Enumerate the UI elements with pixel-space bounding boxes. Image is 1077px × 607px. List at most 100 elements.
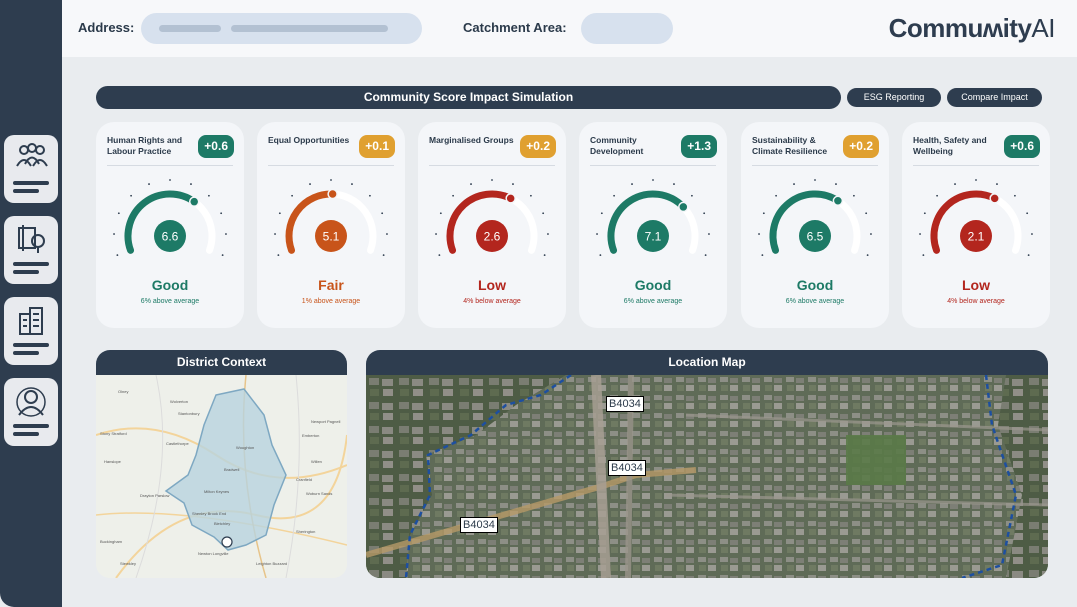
sidebar bbox=[0, 0, 62, 607]
svg-text:Leighton Buzzard: Leighton Buzzard bbox=[256, 561, 287, 566]
divider bbox=[107, 165, 233, 166]
gauge-tick bbox=[613, 194, 615, 197]
road-label: B4034 bbox=[608, 460, 646, 476]
svg-text:Willen: Willen bbox=[311, 459, 322, 464]
gauge-knob bbox=[505, 193, 516, 204]
svg-text:Sherington: Sherington bbox=[296, 529, 315, 534]
location-map-title: Location Map bbox=[366, 350, 1048, 375]
gauge-tick bbox=[291, 194, 293, 197]
svg-text:Stony Stratford: Stony Stratford bbox=[100, 431, 127, 436]
gauge-tick bbox=[673, 183, 675, 185]
svg-text:Wolverton: Wolverton bbox=[170, 399, 188, 404]
address-field[interactable] bbox=[141, 13, 422, 44]
score-card-title: Equal Opportunities bbox=[268, 135, 350, 145]
gauge-tick bbox=[775, 194, 777, 197]
gauge-tick bbox=[470, 183, 472, 185]
score-card-title: Community Development bbox=[590, 135, 644, 156]
gauge-tick bbox=[330, 179, 332, 181]
svg-text:Buckingham: Buckingham bbox=[100, 539, 123, 544]
gauge-score-value: 6.6 bbox=[162, 230, 179, 244]
gauge-tick bbox=[439, 212, 442, 215]
road-label: B4034 bbox=[460, 517, 498, 533]
gauge-tick bbox=[793, 183, 795, 185]
gauge-tick bbox=[547, 233, 549, 235]
gauge-score-circle bbox=[154, 220, 186, 252]
gauge-tick bbox=[438, 254, 441, 257]
gauge-tick bbox=[530, 194, 532, 197]
district-map[interactable]: Stantonbury Bradwell Willen Milton Keyne… bbox=[96, 375, 347, 578]
score-delta-badge: +0.2 bbox=[843, 135, 879, 158]
gauge-tick bbox=[309, 183, 311, 185]
divider bbox=[590, 165, 716, 166]
score-card-title: Health, Safety and Wellbeing bbox=[913, 135, 987, 156]
svg-text:Olney: Olney bbox=[118, 389, 128, 394]
score-delta-badge: +0.1 bbox=[359, 135, 395, 158]
score-card[interactable]: Community Development +1.3 7.1 Good 6% above… bbox=[579, 122, 727, 328]
location-satellite-map[interactable]: B4034 B4034 B4034 bbox=[366, 375, 1048, 578]
score-gauge: 6.6 bbox=[113, 179, 227, 257]
nav-item-people[interactable] bbox=[4, 378, 58, 446]
catchment-area-field[interactable] bbox=[581, 13, 673, 44]
gauge-tick bbox=[130, 194, 132, 197]
gauge-fill bbox=[769, 190, 842, 254]
gauge-tick bbox=[919, 233, 921, 235]
gauge-tick bbox=[452, 194, 454, 197]
svg-text:Milton Keynes: Milton Keynes bbox=[204, 489, 229, 494]
score-card[interactable]: Sustainability & Climate Resilience +0.2 6… bbox=[741, 122, 889, 328]
district-town-labels: Stantonbury Bradwell Willen Milton Keyne… bbox=[100, 389, 340, 566]
score-card[interactable]: Equal Opportunities +0.1 5.1 Fair 1% above a… bbox=[257, 122, 405, 328]
gauge-fill bbox=[124, 190, 198, 254]
score-card[interactable]: Health, Safety and Wellbeing +0.6 2.1 Low 4%… bbox=[902, 122, 1050, 328]
gauge-score-value: 7.1 bbox=[645, 230, 662, 244]
gauge-tick bbox=[221, 254, 224, 257]
gauge-tick bbox=[491, 179, 493, 181]
gauge-tick bbox=[923, 212, 926, 215]
svg-text:Castlethorpe: Castlethorpe bbox=[166, 441, 189, 446]
score-comparison-note: 6% above average bbox=[785, 298, 845, 305]
gauge-tick bbox=[600, 212, 603, 215]
gauge-tick bbox=[703, 212, 706, 215]
gauge-tick bbox=[922, 254, 925, 257]
gauge-tick bbox=[631, 183, 633, 185]
gauge-tick bbox=[853, 194, 855, 197]
score-delta-badge: +1.3 bbox=[681, 135, 717, 158]
score-gauge: 2.1 bbox=[919, 179, 1033, 257]
svg-text:Stantonbury: Stantonbury bbox=[178, 411, 200, 416]
nav-item-planning[interactable] bbox=[4, 216, 58, 284]
road-label: B4034 bbox=[606, 396, 644, 412]
gauge-tick bbox=[814, 179, 816, 181]
score-card[interactable]: Marginalised Groups +0.2 2.6 Low 4% below av… bbox=[418, 122, 566, 328]
nav-item-community[interactable] bbox=[4, 135, 58, 203]
community-ai-logo: CommuʍityAI bbox=[888, 13, 1056, 43]
gauge-tick bbox=[1027, 254, 1030, 257]
gauge-tick bbox=[762, 212, 765, 215]
gauge-tick bbox=[117, 212, 120, 215]
gauge-tick bbox=[708, 233, 710, 235]
score-comparison-note: 4% below average bbox=[463, 298, 521, 305]
compare-impact-button[interactable]: Compare Impact bbox=[947, 88, 1042, 107]
esg-reporting-button[interactable]: ESG Reporting bbox=[847, 88, 941, 107]
gauge-tick bbox=[435, 233, 437, 235]
gauge-knob bbox=[678, 201, 689, 213]
gauge-tick bbox=[382, 254, 385, 257]
score-gauge: 7.1 bbox=[596, 179, 710, 257]
score-card[interactable]: Human Rights and Labour Practice +0.6 6.6 G… bbox=[96, 122, 244, 328]
gauge-knob bbox=[989, 193, 1000, 204]
svg-text:Bradwell: Bradwell bbox=[224, 467, 239, 472]
svg-text:Drayton Parslow: Drayton Parslow bbox=[140, 493, 169, 498]
score-delta-badge: +0.6 bbox=[198, 135, 234, 158]
score-comparison-note: 1% above average bbox=[301, 298, 361, 305]
gauge-tick bbox=[543, 254, 546, 257]
gauge-tick bbox=[116, 254, 119, 257]
svg-text:Cranfield: Cranfield bbox=[296, 477, 312, 482]
svg-text:Hanslope: Hanslope bbox=[104, 459, 122, 464]
score-rating: Good bbox=[151, 277, 189, 293]
svg-text:Bletchley: Bletchley bbox=[214, 521, 230, 526]
address-label: Address: bbox=[78, 20, 135, 35]
gauge-tick bbox=[220, 212, 223, 215]
divider bbox=[268, 165, 394, 166]
nav-item-buildings[interactable] bbox=[4, 297, 58, 365]
score-rating: Low bbox=[962, 277, 990, 293]
svg-text:Shenley Brook End: Shenley Brook End bbox=[192, 511, 226, 516]
gauge-tick bbox=[599, 254, 602, 257]
